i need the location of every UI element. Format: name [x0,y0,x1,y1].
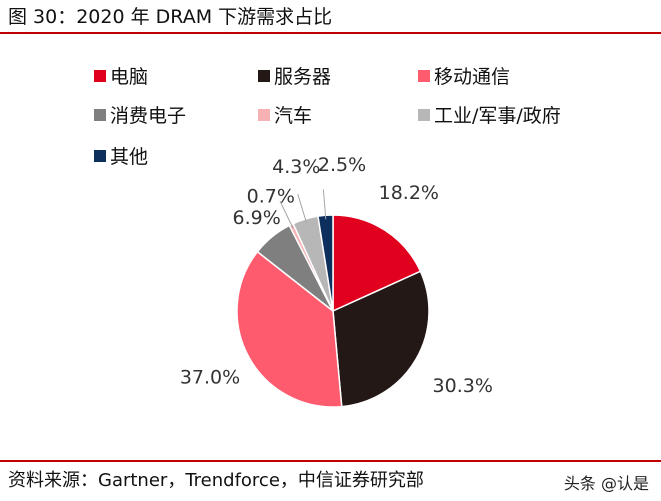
figure-title: 图 30：2020 年 DRAM 下游需求占比 [8,6,333,28]
legend-label: 服务器 [274,66,332,88]
value-label-consumer: 6.9% [233,207,281,229]
value-label-other: 2.5% [318,154,366,176]
value-label-industrial: 4.3% [272,156,320,178]
leader-lines [279,189,327,229]
value-label-mobile: 37.0% [180,366,240,388]
value-label-pc: 18.2% [379,182,439,204]
legend-label: 电脑 [110,66,149,88]
source-note: 资料来源：Gartner，Trendforce，中信证券研究部 [8,470,424,491]
leader-line-other [322,189,327,220]
legend-item-consumer: 消费电子 [94,101,186,128]
legend-label: 移动通信 [434,66,511,88]
legend-swatch [94,108,106,121]
leader-line-auto [279,200,294,229]
legend-swatch [94,69,106,82]
pie-slice-server [332,270,430,408]
source-rule [0,460,661,462]
legend-swatch [418,108,430,121]
pie-slice-pc [332,214,422,313]
legend-swatch [258,69,270,82]
pie-slices [236,214,430,408]
legend-item-industrial: 工业/军事/政府 [418,101,561,128]
watermark: 头条 @认是 [563,474,649,493]
leader-line-industrial [297,194,307,224]
title-rule [0,32,661,34]
legend-item-auto: 汽车 [258,101,312,128]
legend-item-server: 服务器 [258,62,331,89]
legend-label: 消费电子 [110,105,187,127]
legend-item-other: 其他 [94,142,148,169]
legend-swatch [418,69,430,82]
legend-item-mobile: 移动通信 [418,62,510,89]
value-label-server: 30.3% [433,375,493,397]
value-labels: 18.2% 30.3% 37.0% 6.9%0.7% 4.3%2.5% [180,154,493,397]
value-label-auto: 0.7% [247,185,295,207]
legend-swatch [258,108,270,121]
legend-item-pc: 电脑 [94,62,148,89]
legend-label: 其他 [110,146,149,168]
legend-swatch [94,149,106,162]
legend-label: 工业/军事/政府 [434,105,561,127]
pie-slice-mobile [236,250,343,408]
legend-label: 汽车 [274,105,313,127]
